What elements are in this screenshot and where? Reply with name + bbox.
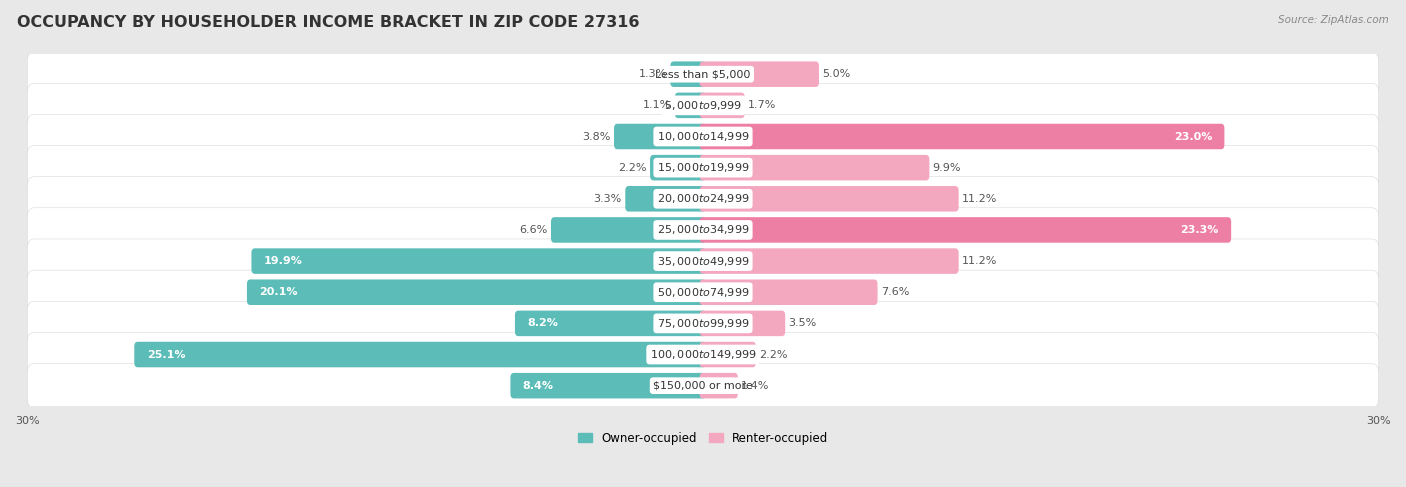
Text: $25,000 to $34,999: $25,000 to $34,999 — [657, 224, 749, 237]
Text: 7.6%: 7.6% — [882, 287, 910, 297]
Text: $100,000 to $149,999: $100,000 to $149,999 — [650, 348, 756, 361]
Text: OCCUPANCY BY HOUSEHOLDER INCOME BRACKET IN ZIP CODE 27316: OCCUPANCY BY HOUSEHOLDER INCOME BRACKET … — [17, 15, 640, 30]
FancyBboxPatch shape — [700, 124, 1225, 150]
FancyBboxPatch shape — [510, 373, 706, 398]
FancyBboxPatch shape — [626, 186, 706, 211]
FancyBboxPatch shape — [700, 93, 745, 118]
Text: $20,000 to $24,999: $20,000 to $24,999 — [657, 192, 749, 206]
FancyBboxPatch shape — [27, 114, 1379, 159]
FancyBboxPatch shape — [27, 333, 1379, 376]
FancyBboxPatch shape — [650, 155, 706, 180]
Text: 6.6%: 6.6% — [519, 225, 547, 235]
Text: 1.4%: 1.4% — [741, 381, 769, 391]
Text: $35,000 to $49,999: $35,000 to $49,999 — [657, 255, 749, 267]
Text: 1.3%: 1.3% — [638, 69, 666, 79]
FancyBboxPatch shape — [700, 217, 1232, 243]
FancyBboxPatch shape — [700, 186, 959, 211]
Text: 8.4%: 8.4% — [523, 381, 554, 391]
Text: 3.5%: 3.5% — [789, 318, 817, 328]
FancyBboxPatch shape — [700, 373, 738, 398]
FancyBboxPatch shape — [614, 124, 706, 150]
Text: 8.2%: 8.2% — [527, 318, 558, 328]
Text: 19.9%: 19.9% — [264, 256, 302, 266]
FancyBboxPatch shape — [551, 217, 706, 243]
FancyBboxPatch shape — [27, 83, 1379, 128]
Text: $15,000 to $19,999: $15,000 to $19,999 — [657, 161, 749, 174]
FancyBboxPatch shape — [27, 177, 1379, 221]
FancyBboxPatch shape — [247, 280, 706, 305]
Text: 1.7%: 1.7% — [748, 100, 776, 111]
Text: $75,000 to $99,999: $75,000 to $99,999 — [657, 317, 749, 330]
Text: 1.1%: 1.1% — [643, 100, 672, 111]
Text: 11.2%: 11.2% — [962, 194, 997, 204]
FancyBboxPatch shape — [700, 248, 959, 274]
FancyBboxPatch shape — [671, 61, 706, 87]
FancyBboxPatch shape — [135, 342, 706, 367]
FancyBboxPatch shape — [700, 311, 785, 336]
Text: 5.0%: 5.0% — [823, 69, 851, 79]
Text: 2.2%: 2.2% — [759, 350, 787, 359]
FancyBboxPatch shape — [252, 248, 706, 274]
FancyBboxPatch shape — [27, 239, 1379, 283]
FancyBboxPatch shape — [700, 155, 929, 180]
Text: 2.2%: 2.2% — [619, 163, 647, 173]
Text: 9.9%: 9.9% — [932, 163, 962, 173]
Text: 11.2%: 11.2% — [962, 256, 997, 266]
FancyBboxPatch shape — [27, 301, 1379, 345]
Text: 23.3%: 23.3% — [1181, 225, 1219, 235]
Text: 25.1%: 25.1% — [146, 350, 186, 359]
Text: 3.8%: 3.8% — [582, 131, 610, 142]
Text: $150,000 or more: $150,000 or more — [654, 381, 752, 391]
FancyBboxPatch shape — [700, 61, 818, 87]
FancyBboxPatch shape — [27, 146, 1379, 190]
FancyBboxPatch shape — [700, 280, 877, 305]
Text: Less than $5,000: Less than $5,000 — [655, 69, 751, 79]
FancyBboxPatch shape — [27, 208, 1379, 252]
FancyBboxPatch shape — [27, 52, 1379, 96]
Text: 20.1%: 20.1% — [259, 287, 298, 297]
Legend: Owner-occupied, Renter-occupied: Owner-occupied, Renter-occupied — [572, 427, 834, 450]
FancyBboxPatch shape — [515, 311, 706, 336]
Text: 3.3%: 3.3% — [593, 194, 621, 204]
Text: 23.0%: 23.0% — [1174, 131, 1212, 142]
FancyBboxPatch shape — [27, 270, 1379, 314]
Text: $50,000 to $74,999: $50,000 to $74,999 — [657, 286, 749, 299]
Text: $5,000 to $9,999: $5,000 to $9,999 — [664, 99, 742, 112]
FancyBboxPatch shape — [27, 364, 1379, 408]
Text: Source: ZipAtlas.com: Source: ZipAtlas.com — [1278, 15, 1389, 25]
Text: $10,000 to $14,999: $10,000 to $14,999 — [657, 130, 749, 143]
FancyBboxPatch shape — [675, 93, 706, 118]
FancyBboxPatch shape — [700, 342, 756, 367]
